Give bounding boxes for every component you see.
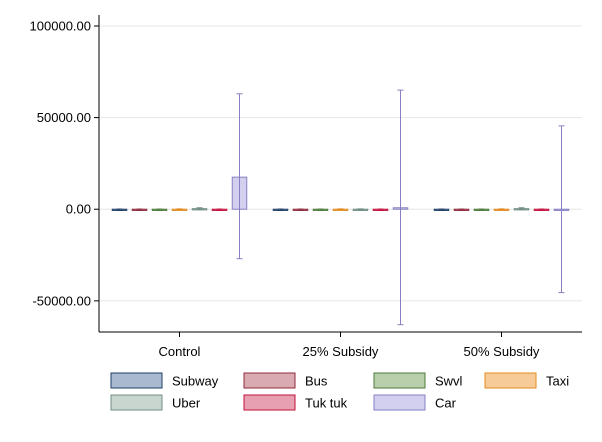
legend-swatch xyxy=(373,394,426,411)
legend-label: Subway xyxy=(172,374,219,389)
y-tick-label: -50000.00 xyxy=(32,293,91,308)
x-tick-label: 50% Subsidy xyxy=(464,344,540,359)
legend-swatch xyxy=(243,394,296,411)
y-tick-label: 50000.00 xyxy=(37,110,91,125)
y-tick-label: 0.00 xyxy=(66,202,91,217)
x-tick-label: 25% Subsidy xyxy=(303,344,379,359)
x-tick-label: Control xyxy=(159,344,201,359)
legend-swatch xyxy=(484,372,537,389)
legend-swatch xyxy=(373,372,426,389)
legend-label: Taxi xyxy=(546,374,569,389)
legend-swatch xyxy=(243,372,296,389)
legend-label: Tuk tuk xyxy=(305,396,348,411)
legend-swatch xyxy=(110,394,163,411)
legend-label: Uber xyxy=(172,396,201,411)
legend-label: Swvl xyxy=(435,374,463,389)
legend-swatch xyxy=(110,372,163,389)
legend-label: Car xyxy=(435,396,457,411)
y-tick-label: 100000.00 xyxy=(30,18,91,33)
legend-label: Bus xyxy=(305,374,328,389)
